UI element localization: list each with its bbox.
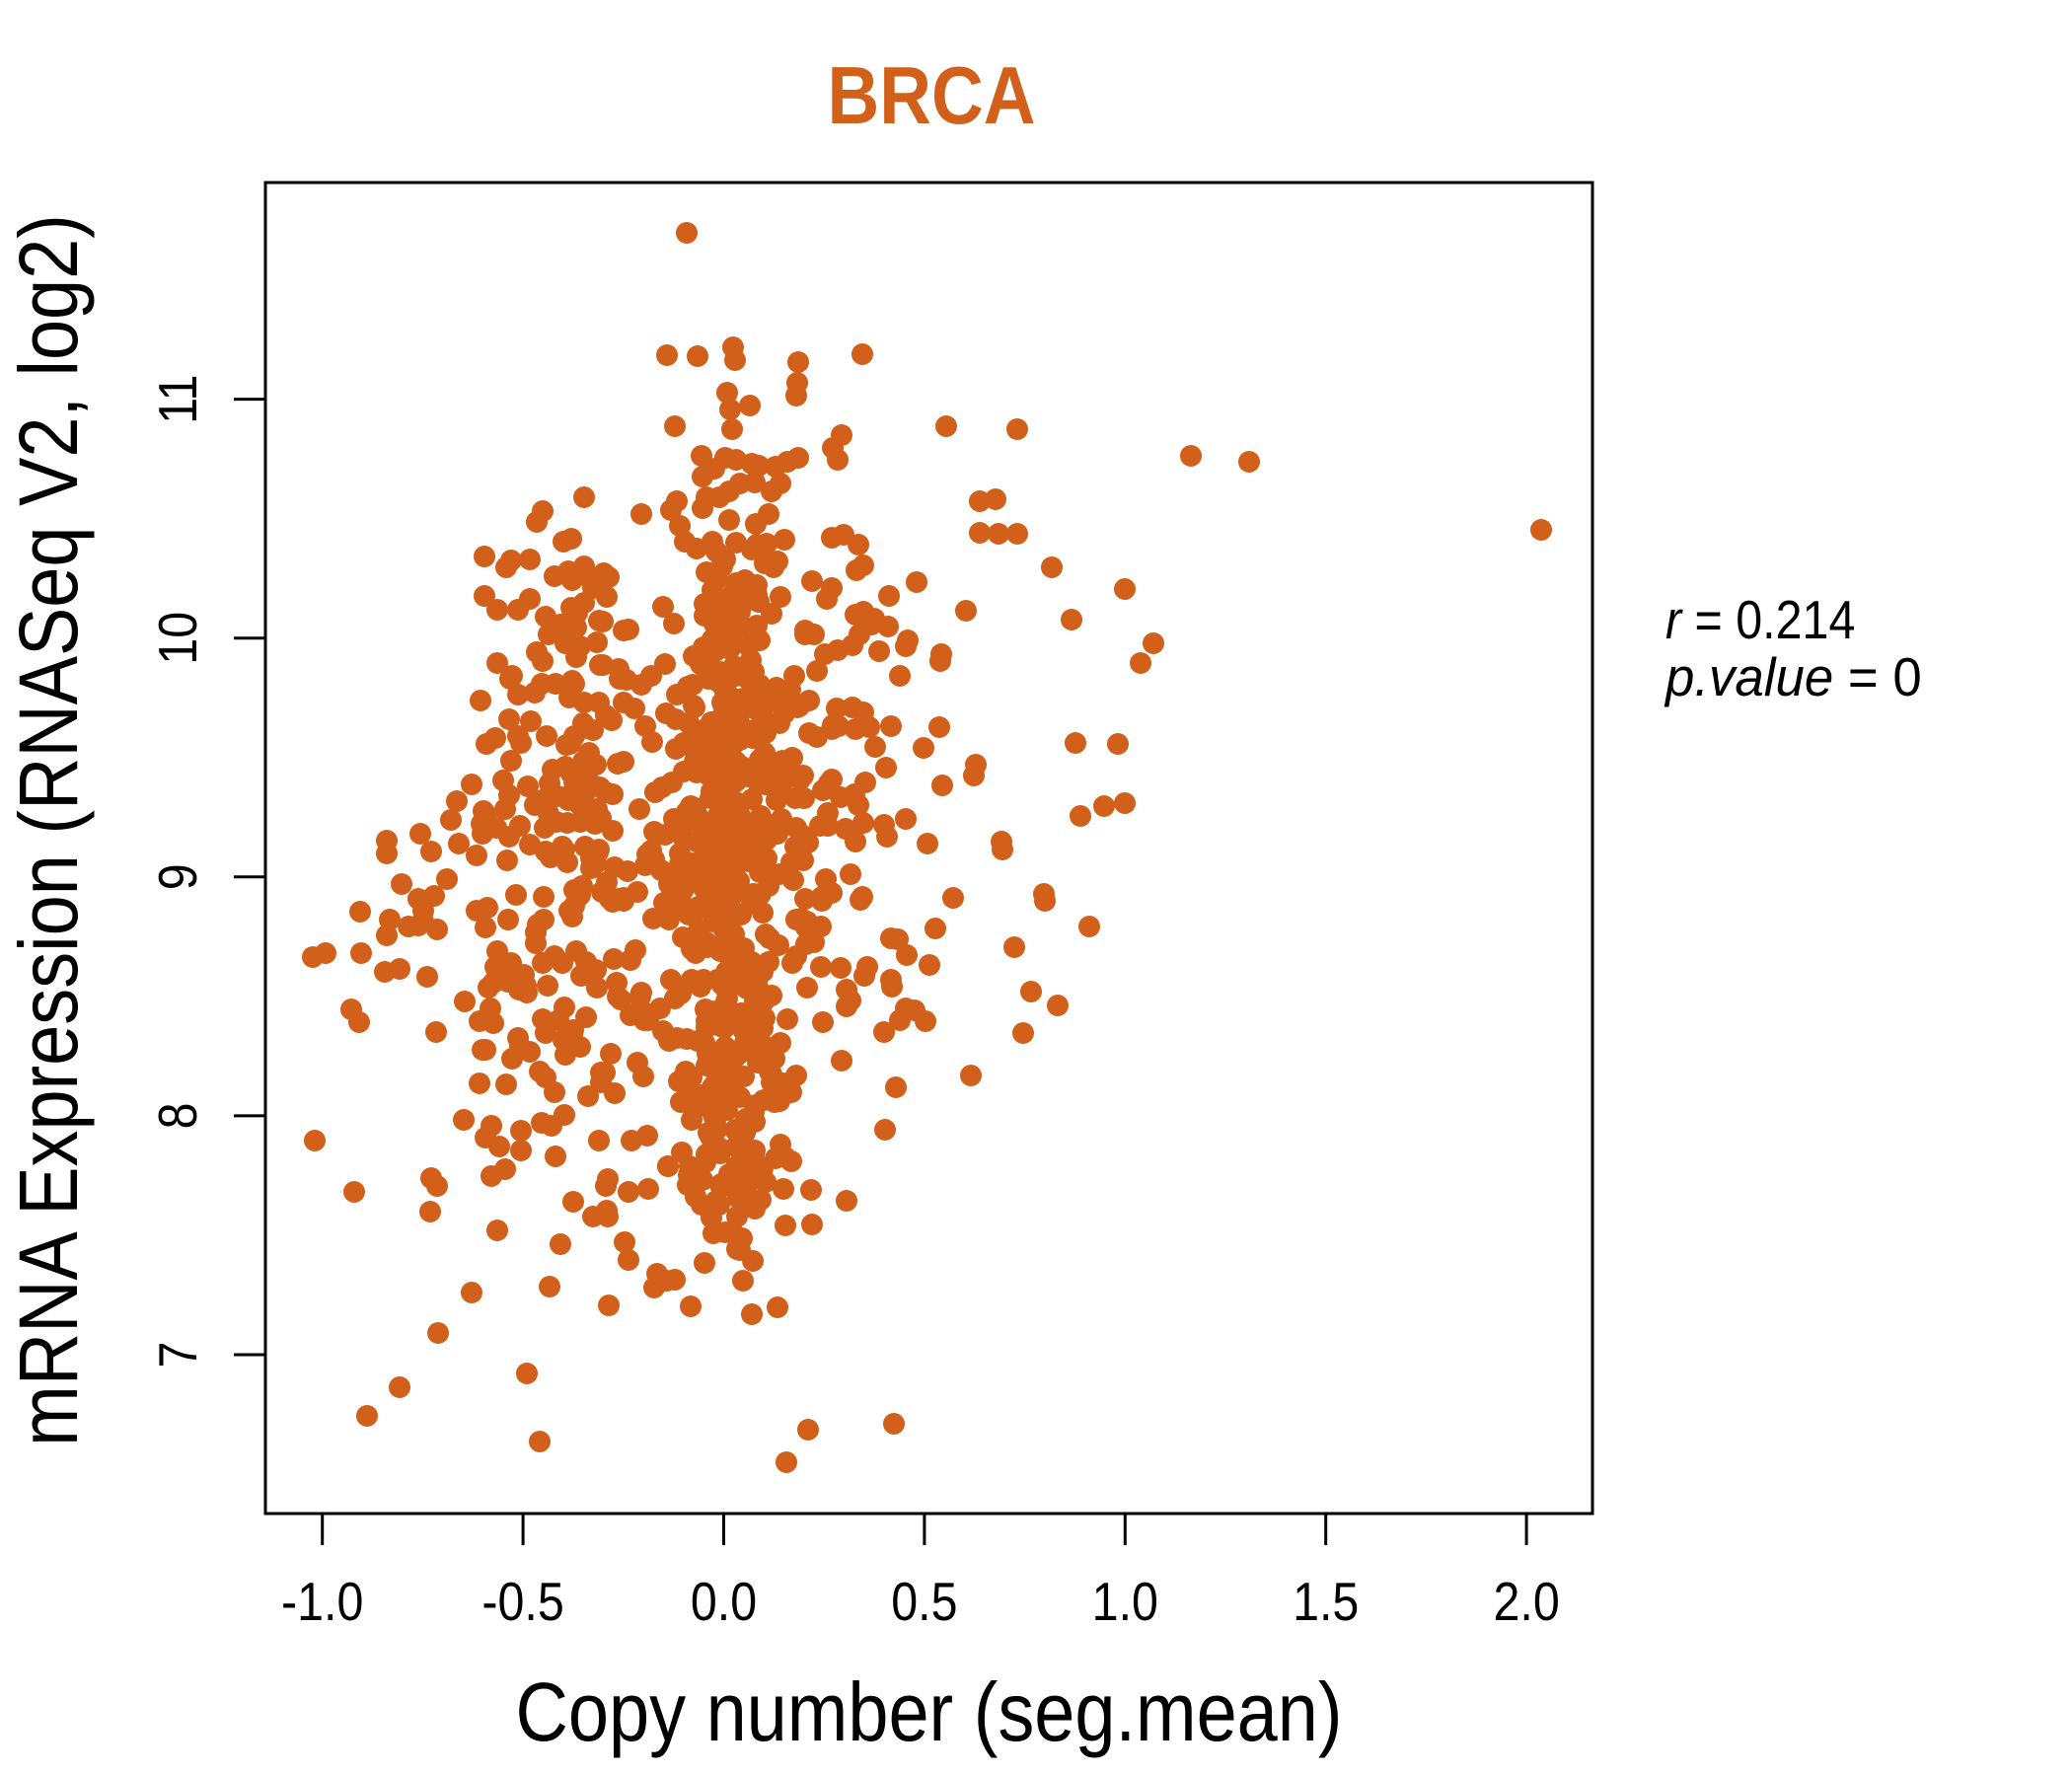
svg-text:10: 10: [147, 612, 208, 665]
svg-text:p.value = 0: p.value = 0: [1664, 647, 1922, 707]
svg-text:2.0: 2.0: [1493, 1571, 1559, 1632]
svg-text:Copy number (seg.mean): Copy number (seg.mean): [515, 1665, 1342, 1758]
svg-text:0.5: 0.5: [891, 1571, 957, 1632]
svg-text:1.0: 1.0: [1092, 1571, 1158, 1632]
svg-text:BRCA: BRCA: [828, 49, 1036, 141]
svg-text:11: 11: [147, 374, 208, 423]
svg-text:-1.0: -1.0: [281, 1571, 363, 1632]
svg-text:8: 8: [147, 1102, 208, 1129]
svg-text:r = 0.214: r = 0.214: [1665, 589, 1855, 650]
svg-text:0.0: 0.0: [691, 1571, 757, 1632]
svg-text:-0.5: -0.5: [481, 1571, 563, 1632]
svg-text:7: 7: [147, 1342, 208, 1369]
svg-text:1.5: 1.5: [1293, 1571, 1359, 1632]
svg-text:9: 9: [147, 863, 208, 890]
svg-text:mRNA Expression (RNASeq V2, lo: mRNA Expression (RNASeq V2, log2): [2, 214, 95, 1446]
